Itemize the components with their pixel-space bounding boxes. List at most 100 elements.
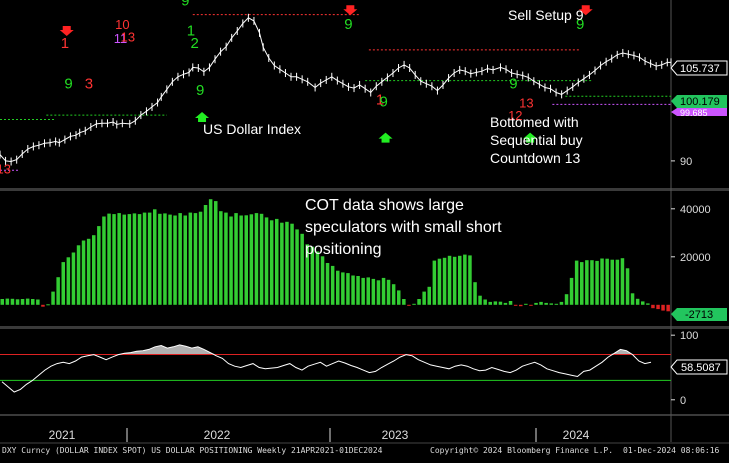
svg-text:99.685: 99.685 xyxy=(680,108,708,118)
sell-arrow-icon xyxy=(578,5,593,16)
cot-bar xyxy=(214,201,218,305)
cot-annotation-line-2: speculators with small short xyxy=(305,219,502,236)
cot-bar xyxy=(330,265,335,305)
cot-bar xyxy=(127,214,132,305)
cot-bar xyxy=(102,216,106,305)
cot-bar xyxy=(610,259,614,305)
cot-bar xyxy=(36,299,40,305)
cot-bar xyxy=(402,299,406,305)
cot-bar xyxy=(20,299,25,305)
cot-bar xyxy=(666,304,670,312)
cot-bar xyxy=(310,246,315,305)
cot-bar xyxy=(203,205,208,305)
cot-bar xyxy=(422,291,426,305)
cot-bar xyxy=(554,303,559,305)
cot-bar xyxy=(397,290,401,305)
cot-bar xyxy=(132,213,137,305)
cot-bar xyxy=(81,240,86,305)
cot-bar xyxy=(269,220,274,305)
cot-bar xyxy=(513,304,518,306)
td-count-label: 13 xyxy=(0,161,11,176)
cot-bar xyxy=(137,214,142,305)
cot-bar xyxy=(493,301,498,305)
price-series xyxy=(0,13,672,166)
cot-tick-label: 40000 xyxy=(680,204,711,216)
cot-bar xyxy=(249,214,254,305)
cot-bar xyxy=(559,301,564,305)
cot-bar xyxy=(569,277,574,305)
buy-arrow-icon xyxy=(523,132,538,143)
td-count-label: 9 xyxy=(576,16,584,33)
buy-arrow-icon xyxy=(378,132,393,143)
cot-bar xyxy=(488,301,492,305)
panel-separator xyxy=(0,414,729,416)
td-count-label: 9 xyxy=(509,76,517,93)
svg-text:105.737: 105.737 xyxy=(680,63,720,75)
cot-bar xyxy=(290,223,294,305)
cot-bars xyxy=(0,199,670,312)
cot-bar xyxy=(5,298,10,305)
panel-separator xyxy=(0,188,729,191)
cot-bar xyxy=(142,212,147,305)
sell-arrow-icon xyxy=(59,25,74,36)
cot-bar xyxy=(86,238,91,305)
cot-bar xyxy=(325,263,330,305)
cot-bar xyxy=(320,256,325,305)
cot-bar xyxy=(437,258,442,305)
cot-bar xyxy=(508,301,513,305)
cot-bar xyxy=(534,302,538,305)
cot-bar xyxy=(458,255,462,305)
svg-text:58.5087: 58.5087 xyxy=(681,362,721,374)
td-count-label: 3 xyxy=(85,76,93,93)
cot-bar xyxy=(473,282,477,305)
sell-setup-annotation: Sell Setup 9 xyxy=(508,7,584,23)
cot-bar xyxy=(300,233,304,305)
cot-bar xyxy=(407,304,411,306)
cot-bar xyxy=(198,211,203,305)
cot-annotation-line-1: COT data shows large xyxy=(305,197,464,214)
cot-bar xyxy=(295,229,299,305)
cot-bar xyxy=(361,277,365,305)
cot-annotation-line-3: positioning xyxy=(305,241,382,258)
cot-bar xyxy=(620,258,625,305)
cot-bar xyxy=(549,303,553,305)
cot-bar xyxy=(117,213,121,305)
cot-bar xyxy=(529,304,533,306)
cot-bar xyxy=(66,257,71,305)
cot-bar xyxy=(519,304,523,307)
svg-text:-2713: -2713 xyxy=(685,309,713,321)
td-count-label: 1 xyxy=(61,35,69,52)
cot-bar xyxy=(641,301,645,305)
cot-bar xyxy=(417,299,421,305)
cot-bar xyxy=(107,213,111,305)
cot-bar xyxy=(163,213,167,305)
bottomed-annotation-line-3: Countdown 13 xyxy=(490,150,581,166)
td-count-label: 9 xyxy=(344,16,352,33)
cot-bar xyxy=(600,258,604,305)
cot-bar xyxy=(432,260,437,305)
cot-tick-label: 20000 xyxy=(680,252,711,264)
cot-bar xyxy=(346,273,350,305)
cot-bar xyxy=(41,304,45,307)
cot-bar xyxy=(51,291,55,305)
cot-bar xyxy=(468,255,472,305)
cot-bar xyxy=(193,213,198,305)
cot-bar xyxy=(264,217,269,305)
panel-separator xyxy=(0,326,729,329)
rsi-series xyxy=(0,344,671,393)
cot-bar xyxy=(244,215,248,305)
cot-bar xyxy=(635,298,640,305)
cot-bar xyxy=(447,255,452,305)
cot-bar xyxy=(625,268,630,305)
cot-bar xyxy=(112,214,116,305)
cot-bar xyxy=(386,279,391,305)
x-axis-year-label: 2024 xyxy=(563,428,590,442)
cot-bar xyxy=(366,277,370,305)
cot-bar xyxy=(254,213,259,305)
cot-bar xyxy=(31,299,35,305)
cot-bar xyxy=(524,303,528,305)
td-levels xyxy=(0,14,671,171)
